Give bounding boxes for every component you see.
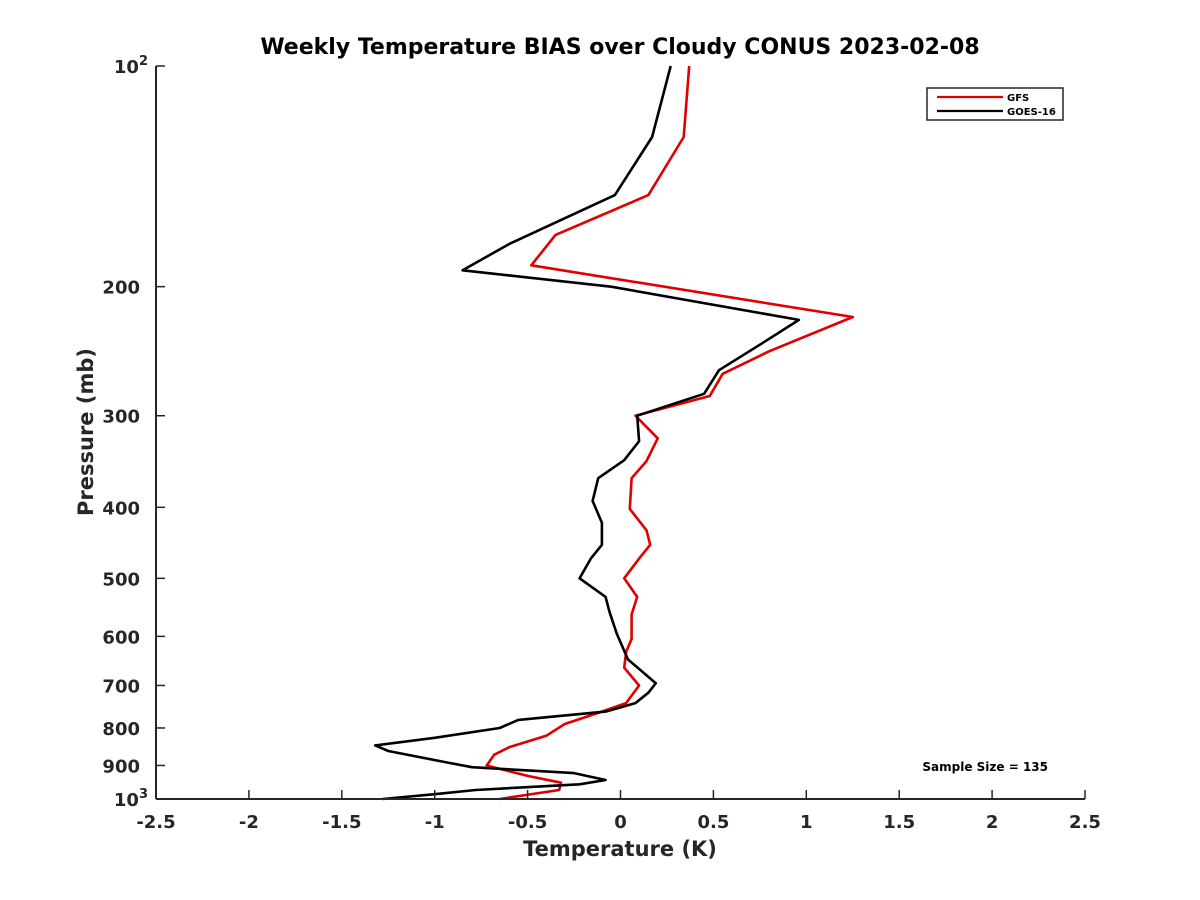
y-tick-label: 500	[102, 569, 140, 590]
y-tick-label: 200	[102, 278, 140, 299]
y-tick-label: 700	[102, 676, 140, 697]
x-tick-label: -2	[239, 812, 259, 833]
x-tick-label: 0	[614, 812, 627, 833]
x-tick-label: 2	[986, 812, 999, 833]
plot-area	[373, 65, 855, 801]
y-ticks: 200 300 400 500 600 700 800 900 102 103	[102, 54, 165, 811]
y-tick-label-power: 103	[114, 787, 148, 811]
x-tick-label: -0.5	[508, 812, 547, 833]
legend-label-gfs: GFS	[1007, 93, 1029, 104]
y-tick-label: 900	[102, 756, 140, 777]
x-ticks: -2.5 -2 -1.5 -1 -0.5 0 0.5 1 1.5 2 2.5	[136, 790, 1101, 833]
sample-size-annotation: Sample Size = 135	[922, 760, 1048, 774]
y-tick-label: 800	[102, 719, 140, 740]
x-tick-label: -1	[425, 812, 445, 833]
y-tick-label: 400	[102, 498, 140, 519]
x-axis-label: Temperature (K)	[523, 837, 717, 861]
x-tick-label: 0.5	[697, 812, 729, 833]
legend-label-goes16: GOES-16	[1007, 107, 1056, 118]
y-tick-label: 300	[102, 407, 140, 428]
legend-box	[926, 87, 1064, 121]
series-line-goes16	[373, 65, 801, 801]
x-tick-label: -2.5	[136, 812, 175, 833]
y-tick-label-power: 102	[114, 54, 148, 78]
x-tick-label: -1.5	[322, 812, 361, 833]
chart-title: Weekly Temperature BIAS over Cloudy CONU…	[260, 35, 979, 60]
x-tick-label: 1	[800, 812, 813, 833]
legend: GFS GOES-16	[926, 87, 1064, 121]
series-line-gfs	[485, 65, 855, 801]
y-axis-label: Pressure (mb)	[74, 348, 98, 516]
y-tick-label: 600	[102, 627, 140, 648]
x-tick-label: 2.5	[1069, 812, 1101, 833]
x-tick-label: 1.5	[883, 812, 915, 833]
